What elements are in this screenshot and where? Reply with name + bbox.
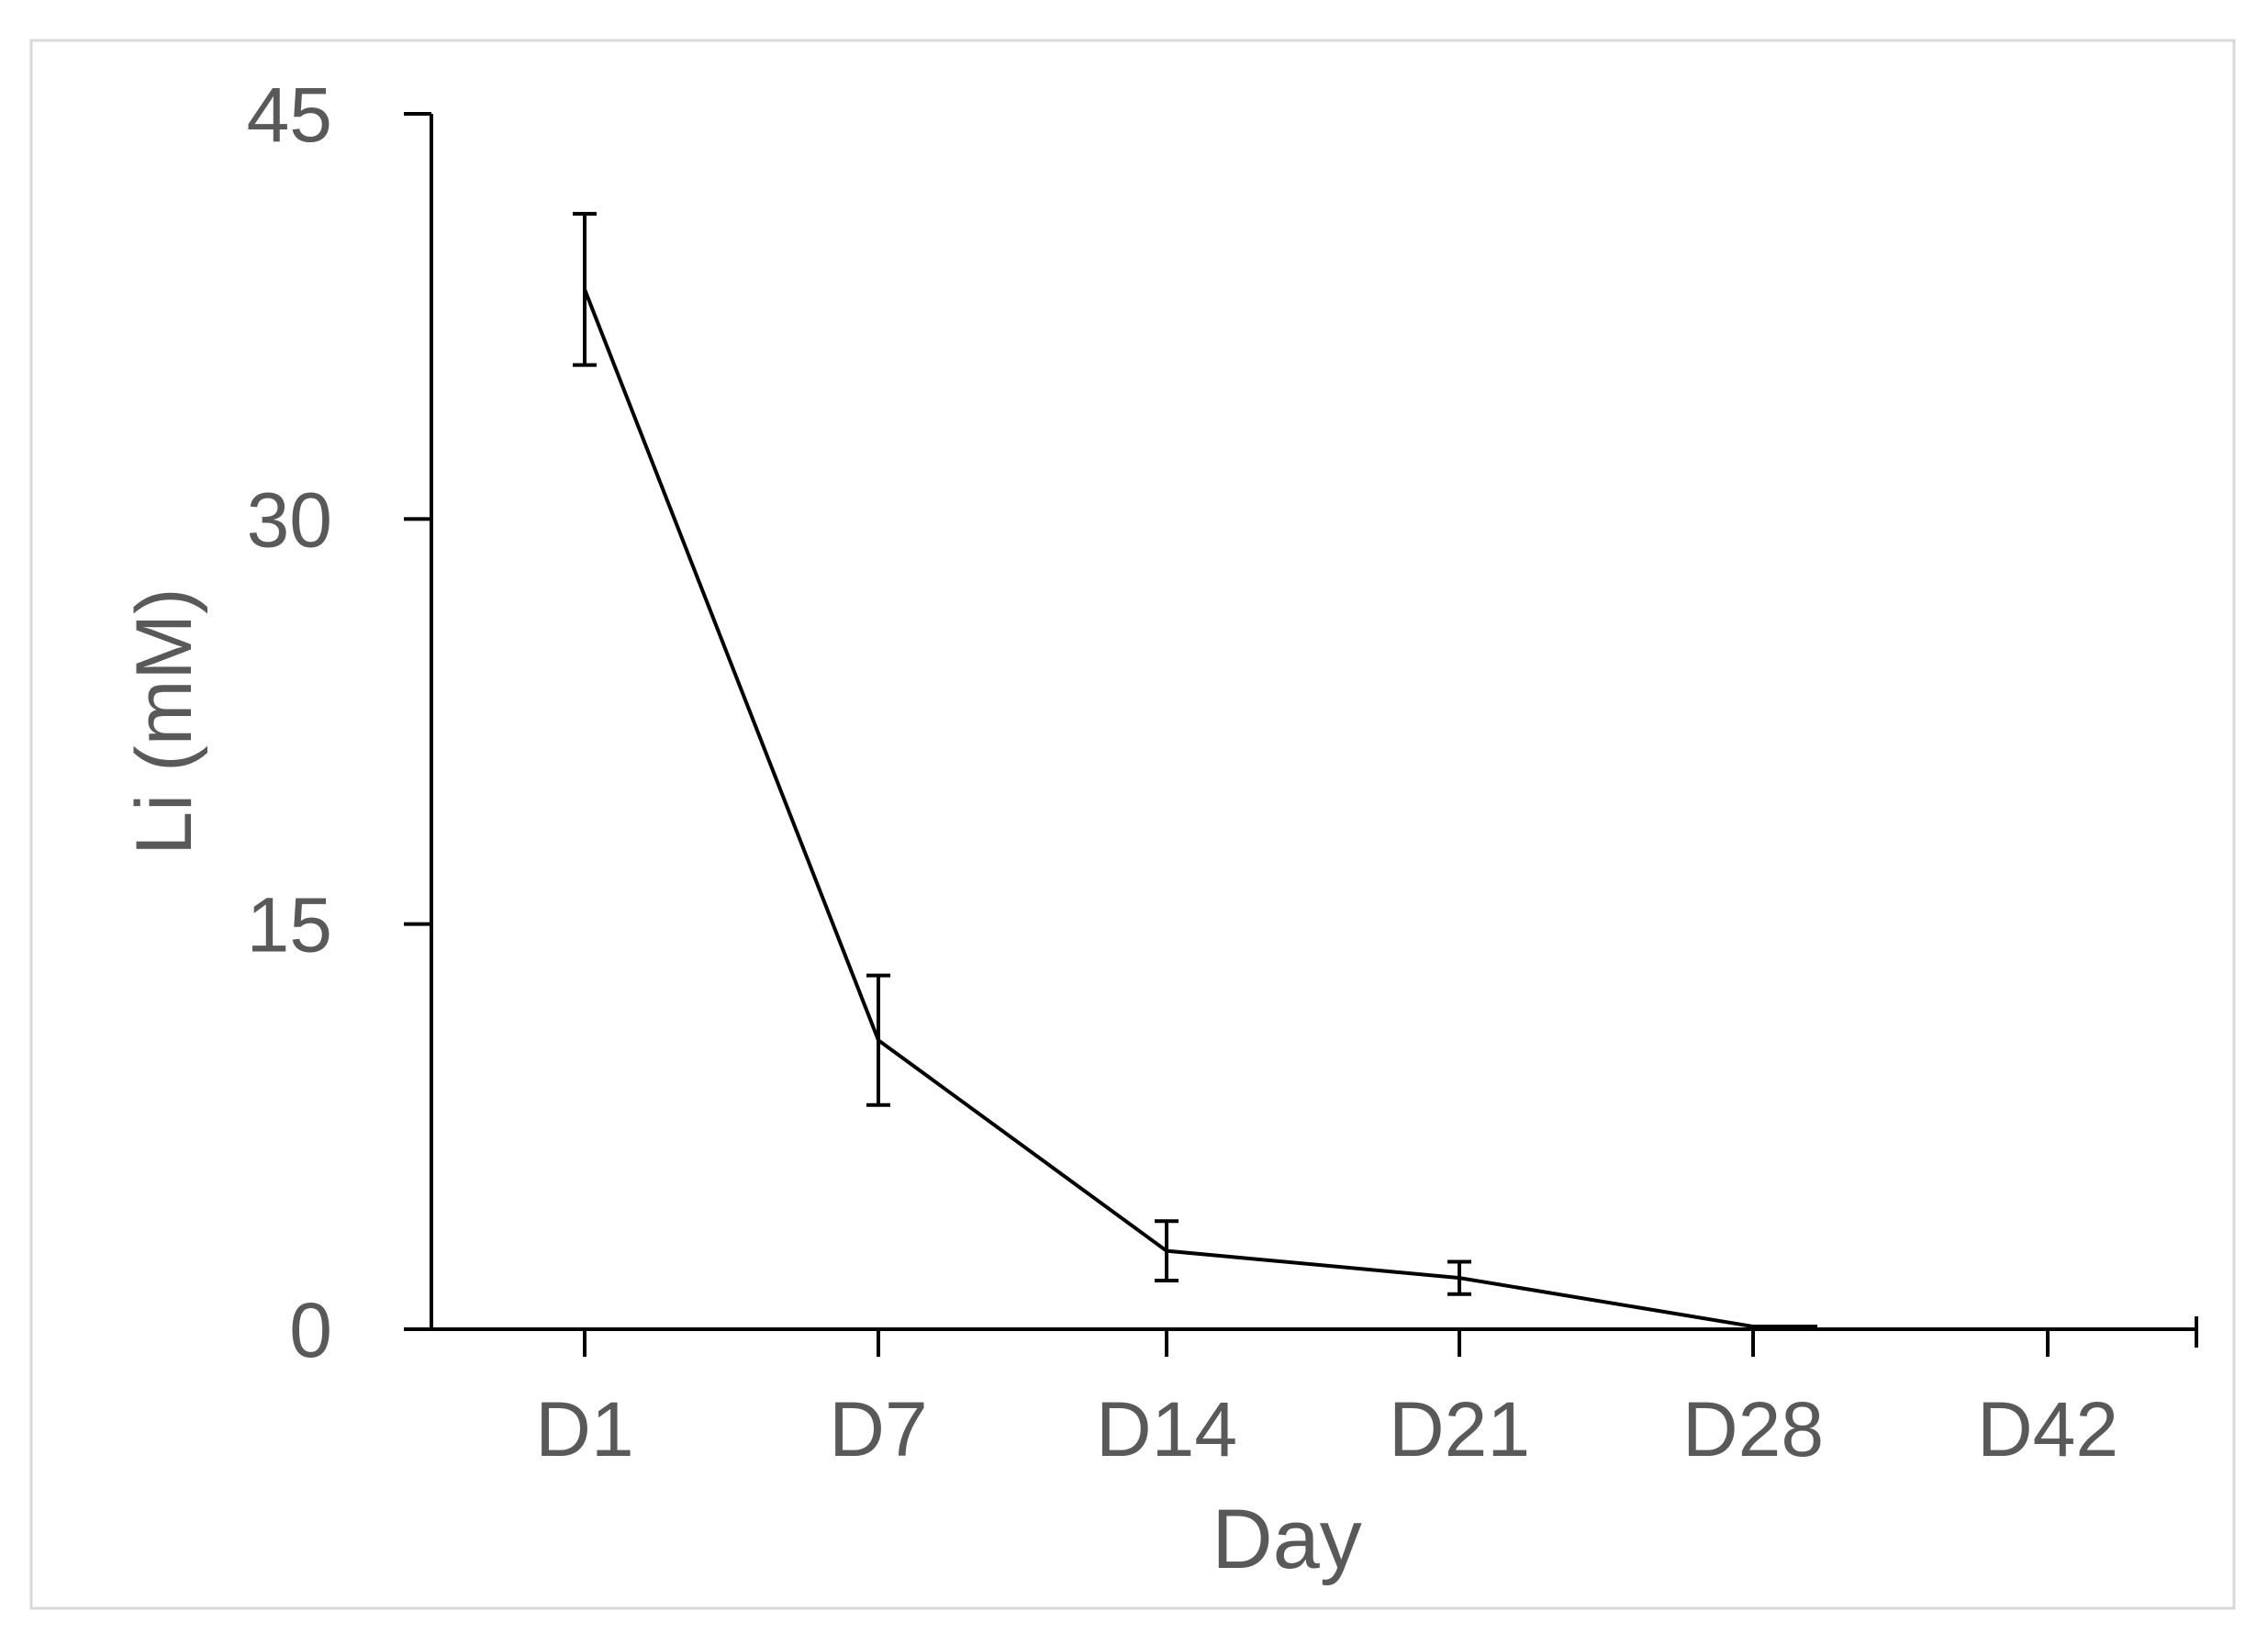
x-tick-label: D1 xyxy=(535,1386,633,1472)
x-axis-label: Day xyxy=(1212,1493,1362,1586)
y-tick-label: 45 xyxy=(247,72,332,158)
y-axis: 0 15 30 45 xyxy=(247,72,433,1373)
data-point xyxy=(877,1038,880,1043)
chart-frame xyxy=(29,39,2236,1610)
y-tick-label: 30 xyxy=(247,476,332,563)
x-tick-label: D21 xyxy=(1389,1386,1530,1472)
x-tick-label: D42 xyxy=(1977,1386,2118,1472)
y-axis-label: Li (mM) xyxy=(120,588,208,855)
y-tick-label: 0 xyxy=(289,1287,332,1373)
x-tick-label: D14 xyxy=(1096,1386,1237,1472)
x-tick-label: D28 xyxy=(1682,1386,1824,1472)
series-layer xyxy=(573,211,1817,1329)
y-tick-label: 15 xyxy=(247,882,332,968)
x-axis: D1 D7 D14 D21 D28 D42 xyxy=(430,1316,2198,1472)
data-point xyxy=(1165,1248,1168,1253)
x-tick-label: D7 xyxy=(829,1386,927,1472)
data-point xyxy=(1458,1276,1461,1281)
data-point xyxy=(583,287,587,292)
